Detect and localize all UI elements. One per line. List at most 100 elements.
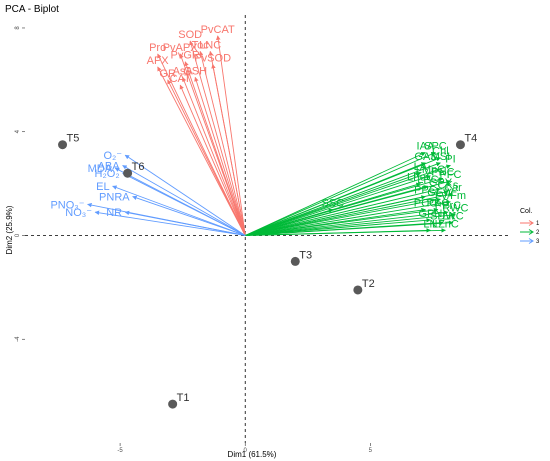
variable-arrow	[245, 192, 454, 236]
individual-point	[58, 140, 68, 150]
variable-label: SOD	[178, 29, 202, 41]
variable-label: CAT	[170, 73, 191, 85]
y-tick-label: 8	[15, 26, 21, 30]
individual-label: T2	[362, 278, 375, 290]
x-tick-label: -5	[117, 448, 123, 454]
variable-arrow	[245, 218, 431, 236]
legend-title: Col.	[520, 208, 533, 215]
variable-arrow	[245, 174, 431, 236]
variable-label: LMnC	[416, 164, 445, 176]
variable-arrow	[245, 197, 441, 236]
variable-arrow	[245, 185, 429, 236]
variable-arrow	[216, 35, 246, 236]
variable-arrow	[157, 66, 246, 236]
variable-label: AsA	[173, 65, 194, 77]
variable-label: PNRA	[99, 192, 130, 204]
variable-label: NR	[106, 207, 122, 219]
variable-arrow	[245, 210, 449, 236]
variable-arrow	[245, 228, 446, 236]
variable-label: PKC	[427, 198, 450, 210]
variable-label: PI	[445, 153, 455, 165]
variable-arrow	[245, 187, 441, 236]
x-tick-label: 0	[244, 448, 248, 454]
legend-key-arrow	[528, 220, 534, 226]
variable-label: LZnC	[432, 218, 459, 230]
individual-label: T6	[132, 161, 145, 173]
variable-arrow	[179, 84, 246, 236]
variable-label: MDA	[88, 163, 113, 175]
individual-label: T1	[177, 392, 190, 404]
individual-label: T5	[67, 133, 80, 145]
variable-label: PNO₃⁻	[50, 199, 84, 211]
variable-label: PvSOD	[194, 52, 231, 64]
y-tick-label: -4	[15, 336, 21, 342]
variable-label: CKs	[438, 179, 459, 191]
variable-arrow	[245, 162, 441, 236]
variable-label: H₂O₂	[95, 168, 120, 180]
variable-label: PvCAT	[201, 24, 235, 36]
legend-label: 3	[536, 239, 540, 245]
variable-arrow	[184, 61, 246, 236]
variable-label: EL	[96, 181, 109, 193]
variable-arrow	[245, 195, 426, 236]
variable-arrow	[122, 172, 246, 236]
individual-label: T3	[299, 249, 312, 261]
legend-label: 2	[536, 230, 540, 236]
variable-arrow	[245, 212, 456, 236]
variable-arrow	[132, 195, 246, 236]
variable-label: SSC	[322, 198, 345, 210]
individual-point	[168, 399, 178, 409]
x-tick-label: 5	[369, 448, 373, 454]
variable-arrow	[167, 79, 246, 236]
variable-label: ABA	[98, 160, 121, 172]
y-axis-title: Dim2 (25.9%)	[5, 205, 14, 254]
variable-label: GR	[159, 68, 176, 80]
individual-label: T4	[464, 133, 477, 145]
y-tick-label: 4	[15, 129, 21, 133]
variable-label: Car	[444, 182, 462, 194]
variable-label: APX	[147, 55, 170, 67]
individual-point	[455, 140, 465, 150]
legend-label: 1	[536, 221, 540, 227]
variable-arrow	[245, 152, 426, 236]
variable-arrow	[245, 162, 426, 236]
variable-arrow	[124, 210, 246, 236]
variable-arrow	[112, 185, 246, 236]
variable-label: Toc	[192, 39, 210, 51]
variable-label: PFC	[439, 169, 461, 181]
variable-label: O₂⁻	[103, 150, 122, 162]
variable-arrow	[245, 200, 451, 236]
individual-point	[290, 256, 300, 266]
variable-arrow	[189, 40, 246, 236]
x-axis-title: Dim1 (61.5%)	[228, 450, 277, 459]
variable-label: SPC	[424, 140, 447, 152]
variable-label: PNC	[431, 166, 454, 178]
variable-label: Chl	[432, 146, 449, 158]
variable-label: LFeC	[407, 172, 434, 184]
variable-label: GPN	[418, 208, 442, 220]
variable-label: PvGR	[170, 50, 199, 62]
variable-label: MSI	[431, 151, 451, 163]
variable-label: PvAPX	[163, 42, 199, 54]
variable-label: LKC	[442, 211, 463, 223]
chart-title: PCA - Biplot	[5, 4, 59, 15]
legend-key-arrow	[528, 238, 534, 244]
variable-label: NO₃⁻	[65, 207, 92, 219]
variable-label: LPC	[417, 174, 438, 186]
y-tick-label: 0	[15, 233, 21, 237]
variable-arrow	[182, 76, 246, 236]
legend: Col. 1 2 3	[520, 208, 540, 245]
variable-arrow	[211, 63, 246, 236]
variable-arrow	[245, 164, 451, 236]
variable-label: GSH	[183, 65, 207, 77]
variable-label: GEW	[427, 187, 454, 199]
variable-arrow	[245, 207, 439, 236]
individual-point	[123, 168, 133, 178]
variable-arrow	[122, 165, 246, 236]
variable-label: LN	[423, 218, 437, 230]
variable-label: Pro	[149, 42, 166, 54]
variable-arrow	[245, 208, 334, 236]
variable-arrow	[124, 154, 246, 236]
